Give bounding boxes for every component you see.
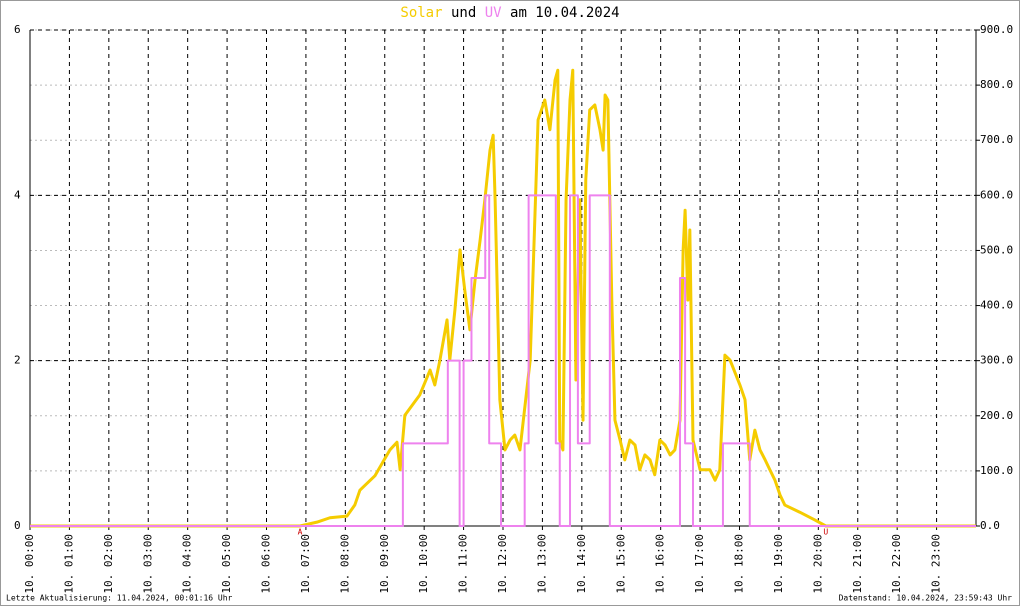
chart-title: Solar und UV am 10.04.2024: [400, 5, 619, 21]
x-tick-label: 10. 03:00: [141, 534, 154, 594]
x-tick-label: 10. 00:00: [23, 534, 36, 594]
x-tick-label: 10. 21:00: [851, 534, 864, 594]
series-line: [30, 194, 976, 527]
x-tick-label: 10. 02:00: [102, 534, 115, 594]
y2-tick-label: 800.0: [980, 78, 1013, 91]
title-and: und: [451, 5, 476, 21]
x-tick-label: 10. 10:00: [417, 534, 430, 594]
y2-tick-label: 600.0: [980, 188, 1013, 201]
y2-tick-label: 500.0: [980, 243, 1013, 256]
x-tick-label: 10. 20:00: [811, 534, 824, 594]
x-tick-label: 10. 14:00: [575, 534, 588, 594]
x-tick-label: 10. 06:00: [260, 534, 273, 594]
footer-left: Letzte Aktualisierung: 11.04.2024, 00:01…: [6, 594, 233, 603]
x-tick-label: 10. 09:00: [378, 534, 391, 594]
y2-tick-label: 900.0: [980, 23, 1013, 36]
y2-tick-label: 200.0: [980, 409, 1013, 422]
annotation: A: [298, 528, 303, 537]
y2-tick-label: 700.0: [980, 133, 1013, 146]
y-tick-label: 4: [14, 188, 21, 201]
x-tick-label: 10. 11:00: [457, 534, 470, 594]
x-tick-label: 10. 07:00: [299, 534, 312, 594]
x-tick-label: 10. 13:00: [535, 534, 548, 594]
y2-tick-label: 0.0: [980, 519, 1000, 532]
x-tick-label: 10. 23:00: [930, 534, 943, 594]
x-tick-label: 10. 05:00: [220, 534, 233, 594]
x-tick-label: 10. 18:00: [733, 534, 746, 594]
title-uv: UV: [485, 5, 502, 21]
footer-right: Datenstand: 10.04.2024, 23:59:43 Uhr: [839, 594, 1013, 603]
x-tick-label: 10. 16:00: [654, 534, 667, 594]
y2-tick-label: 400.0: [980, 299, 1013, 312]
title-solar: Solar: [400, 5, 442, 21]
y2-tick-label: 300.0: [980, 354, 1013, 367]
x-tick-label: 10. 22:00: [890, 534, 903, 594]
x-tick-label: 10. 15:00: [614, 534, 627, 594]
y-tick-label: 0: [14, 519, 21, 532]
y-tick-label: 2: [14, 354, 21, 367]
x-tick-label: 10. 12:00: [496, 534, 509, 594]
annotation: U: [823, 528, 828, 537]
x-tick-label: 10. 19:00: [772, 534, 785, 594]
x-tick-label: 10. 04:00: [181, 534, 194, 594]
x-tick-label: 10. 01:00: [62, 534, 75, 594]
series-line: [30, 68, 976, 528]
x-tick-label: 10. 08:00: [338, 534, 351, 594]
y-tick-label: 6: [14, 23, 21, 36]
title-date: am 10.04.2024: [510, 5, 620, 21]
y2-tick-label: 100.0: [980, 464, 1013, 477]
x-tick-label: 10. 17:00: [693, 534, 706, 594]
